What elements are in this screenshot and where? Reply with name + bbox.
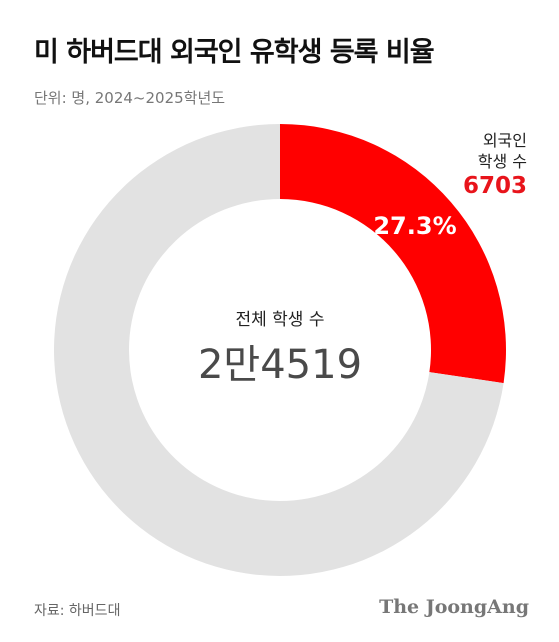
source-note: 자료: 하버드대	[34, 603, 121, 619]
brand-logo: The JoongAng	[379, 596, 529, 618]
total-value: 2만4519	[197, 342, 363, 388]
foreign-students-value: 6703	[462, 173, 527, 199]
foreign-students-label-line1: 외국인	[482, 131, 527, 150]
foreign-students-label-line2: 학생 수	[477, 152, 527, 171]
chart-title: 미 하버드대 외국인 유학생 등록 비율	[34, 37, 435, 68]
total-label: 전체 학생 수	[235, 310, 325, 330]
chart-unit-note: 단위: 명, 2024~2025학년도	[34, 89, 226, 107]
donut-slice-foreign-students	[280, 124, 506, 384]
donut-slice-other-students	[53, 124, 504, 577]
foreign-students-label: 외국인 학생 수	[478, 130, 527, 172]
foreign-slice-percent-label: 27.3%	[373, 212, 457, 240]
